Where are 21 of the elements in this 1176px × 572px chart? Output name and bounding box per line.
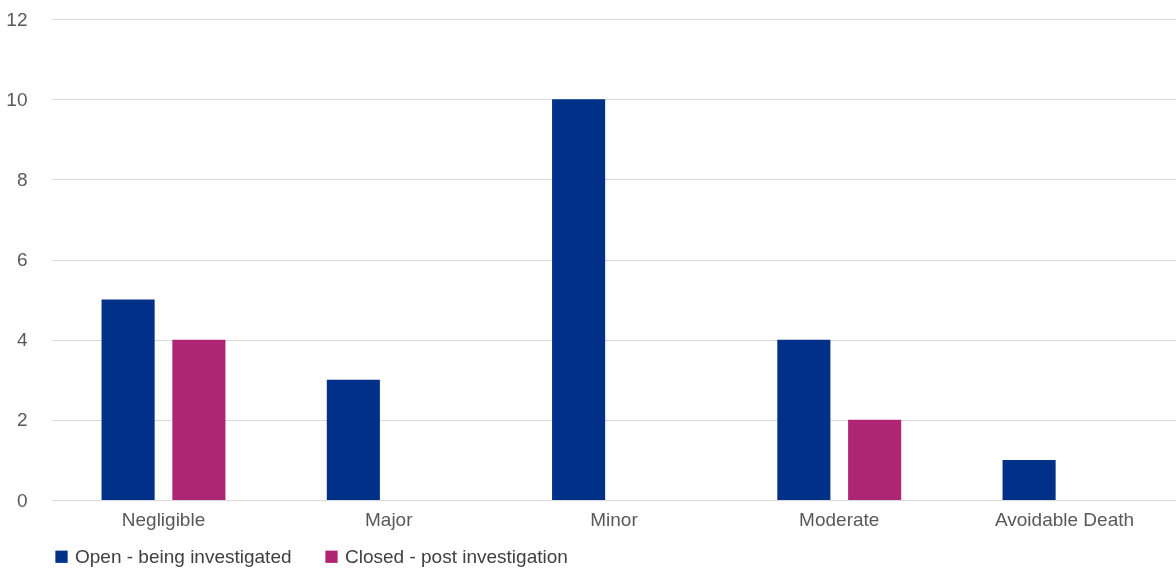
y-tick-label: 4 <box>16 329 28 351</box>
y-tick-label: 10 <box>6 88 28 110</box>
x-tick-label: Minor <box>590 508 639 530</box>
y-tick-label: 6 <box>16 249 28 270</box>
bar <box>848 419 902 500</box>
bar <box>777 339 831 500</box>
x-tick-label: Major <box>364 508 414 530</box>
y-tick-label: 12 <box>6 8 28 30</box>
bar <box>172 339 226 500</box>
bar <box>1002 459 1056 500</box>
bar <box>326 379 380 500</box>
y-tick-label: 8 <box>16 168 28 190</box>
legend-label: Open - being investigated <box>75 545 292 567</box>
legend-label: Closed - post investigation <box>345 545 568 567</box>
x-tick-label: Avoidable Death <box>994 508 1135 530</box>
y-tick-label: 2 <box>16 409 28 431</box>
x-tick-label: Moderate <box>799 508 880 530</box>
x-tick-label: Negligible <box>121 508 206 530</box>
y-tick-label: 0 <box>16 489 28 511</box>
bar <box>101 299 155 500</box>
bar <box>552 99 606 500</box>
